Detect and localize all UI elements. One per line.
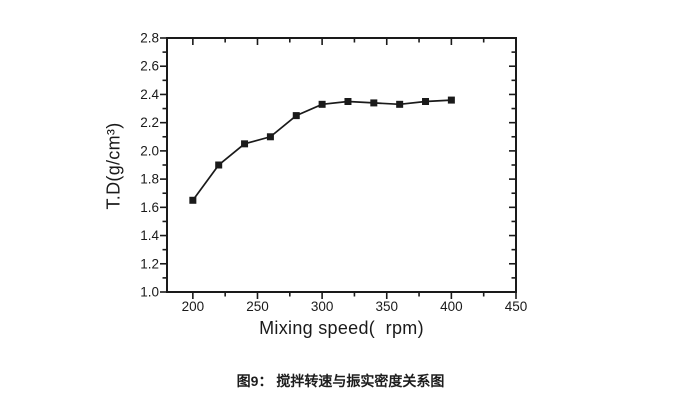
- data-point-marker: [447, 96, 455, 104]
- y-tick-label: 1.6: [140, 200, 159, 215]
- x-axis-title: Mixing speed( rpm): [259, 318, 424, 338]
- y-tick-label: 2.2: [140, 115, 159, 130]
- y-axis-title: T.D(g/cm³): [103, 122, 124, 210]
- y-tick-label: 1.0: [140, 285, 159, 300]
- data-point-marker: [189, 196, 197, 204]
- y-tick-label: 1.4: [140, 228, 159, 243]
- x-axis: 200 250 300 350 400 450: [182, 39, 528, 314]
- data-point-marker: [292, 112, 300, 120]
- y-tick-label: 2.4: [140, 87, 159, 102]
- y-axis: 1.0 1.2 1.4 1.6 1.8 2.0 2.2 2.4 2.6 2.8: [140, 31, 515, 300]
- data-point-marker: [396, 100, 404, 108]
- x-tick-label: 350: [375, 299, 398, 314]
- y-tick-label: 2.6: [140, 59, 159, 74]
- y-tick-label: 2.0: [140, 143, 159, 158]
- x-tick-label: 450: [505, 299, 528, 314]
- x-tick-label: 200: [182, 299, 205, 314]
- y-tick-label: 2.8: [140, 31, 159, 46]
- x-tick-label: 400: [440, 299, 463, 314]
- data-point-marker: [370, 99, 378, 107]
- figure-caption: 图9： 搅拌转速与振实密度关系图: [236, 373, 445, 389]
- x-tick-label: 300: [311, 299, 334, 314]
- data-point-marker: [215, 161, 223, 169]
- y-tick-label: 1.2: [140, 256, 159, 271]
- data-point-marker: [241, 140, 249, 148]
- data-point-marker: [344, 98, 352, 105]
- series-line: [192, 99, 452, 201]
- y-tick-label: 1.8: [140, 172, 159, 187]
- data-point-marker: [318, 100, 326, 108]
- data-point-marker: [422, 98, 430, 105]
- plot-frame: [166, 37, 517, 293]
- series-tap-density: [189, 96, 455, 204]
- x-tick-label: 250: [246, 299, 269, 314]
- data-point-marker: [266, 133, 274, 141]
